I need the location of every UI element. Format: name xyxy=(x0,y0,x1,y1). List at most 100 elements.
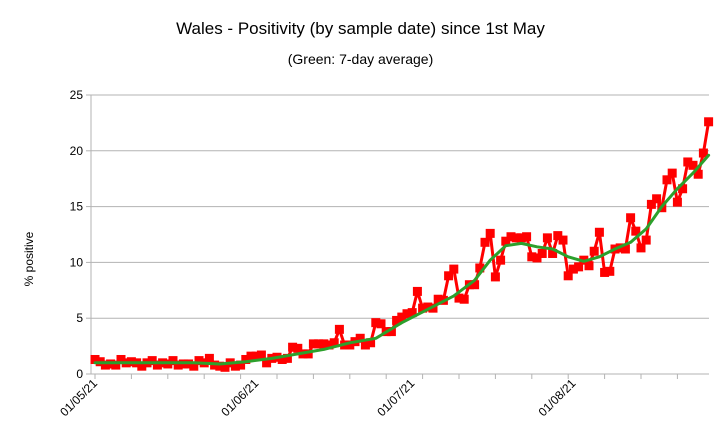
daily-data-point xyxy=(589,246,599,256)
daily-data-point xyxy=(553,231,563,241)
daily-data-point xyxy=(693,169,703,179)
daily-data-point xyxy=(449,264,459,274)
daily-data-point xyxy=(641,235,651,245)
daily-data-point xyxy=(90,354,100,364)
daily-data-point xyxy=(392,315,402,325)
daily-data-point xyxy=(631,226,641,236)
daily-data-point xyxy=(485,228,495,238)
daily-data-point xyxy=(605,266,615,276)
daily-data-point xyxy=(527,252,537,262)
daily-data-point xyxy=(100,360,110,370)
daily-data-point xyxy=(704,117,714,127)
daily-data-point xyxy=(397,312,407,322)
daily-data-point xyxy=(662,175,672,185)
daily-data-point xyxy=(303,349,313,359)
y-tick-label: 25 xyxy=(70,88,84,102)
daily-data-point xyxy=(537,248,547,258)
daily-data-point xyxy=(334,324,344,334)
grid-lines xyxy=(91,94,709,375)
daily-data-point xyxy=(371,318,381,328)
daily-data-point xyxy=(241,354,251,364)
daily-data-point xyxy=(683,157,693,167)
daily-data-point xyxy=(111,360,121,370)
y-tick-label: 20 xyxy=(70,144,84,158)
daily-data-point xyxy=(376,319,386,329)
daily-data-point xyxy=(251,351,261,361)
daily-data-point xyxy=(215,361,225,371)
daily-data-point xyxy=(147,356,157,366)
daily-data-point xyxy=(386,327,396,337)
y-tick-label: 10 xyxy=(70,255,84,269)
daily-data-point xyxy=(308,339,318,349)
daily-data-point xyxy=(480,237,490,247)
daily-data-point xyxy=(319,339,329,349)
daily-data-point xyxy=(558,235,568,245)
daily-data-point xyxy=(236,360,246,370)
daily-data-point xyxy=(688,160,698,170)
daily-data-point xyxy=(282,353,292,363)
daily-data-point xyxy=(168,356,178,366)
daily-data-point xyxy=(194,356,204,366)
daily-data-point xyxy=(542,233,552,243)
chart-title: Wales - Positivity (by sample date) sinc… xyxy=(176,19,545,38)
daily-data-point xyxy=(626,213,636,223)
daily-data-point xyxy=(672,197,682,207)
daily-data-point xyxy=(116,354,126,364)
y-tick-label: 0 xyxy=(76,367,83,381)
daily-data-point xyxy=(548,248,558,258)
daily-data-point xyxy=(189,361,199,371)
daily-data-point xyxy=(563,271,573,281)
daily-data-point xyxy=(532,253,542,263)
daily-data-point xyxy=(667,168,677,178)
daily-data-point xyxy=(470,280,480,290)
daily-data-point xyxy=(288,342,298,352)
daily-data-point xyxy=(407,308,417,318)
x-tick-label: 01/06/21 xyxy=(218,376,261,419)
x-tick-label: 01/05/21 xyxy=(57,376,100,419)
daily-data-point xyxy=(433,294,443,304)
daily-data-point xyxy=(652,194,662,204)
daily-data-point xyxy=(360,340,370,350)
series-group xyxy=(90,117,714,372)
daily-data-point xyxy=(402,309,412,319)
axes xyxy=(86,94,709,379)
daily-data-point xyxy=(293,343,303,353)
daily-data-point xyxy=(412,286,422,296)
daily-data-point xyxy=(329,338,339,348)
daily-data-point xyxy=(444,271,454,281)
daily-data-point xyxy=(324,340,334,350)
daily-data-point xyxy=(490,272,500,282)
daily-data-point xyxy=(584,261,594,271)
daily-data-point xyxy=(246,351,256,361)
daily-data-point xyxy=(173,360,183,370)
daily-data-point xyxy=(277,354,287,364)
daily-data-point xyxy=(620,244,630,254)
daily-data-point xyxy=(152,360,162,370)
daily-data-point xyxy=(522,232,532,242)
daily-data-point xyxy=(355,333,365,343)
daily-data-point xyxy=(568,264,578,274)
daily-data-point xyxy=(137,361,147,371)
daily-data-point xyxy=(418,303,428,313)
chart-subtitle: (Green: 7-day average) xyxy=(287,51,434,67)
y-tick-label: 15 xyxy=(70,200,84,214)
daily-data-point xyxy=(511,233,521,243)
daily-data-point xyxy=(678,184,688,194)
daily-data-point xyxy=(475,263,485,273)
daily-data-point xyxy=(496,255,506,265)
daily-data-point xyxy=(423,302,433,312)
daily-data-point xyxy=(230,361,240,371)
daily-data-point xyxy=(454,293,464,303)
y-tick-label: 5 xyxy=(76,311,83,325)
daily-data-point xyxy=(204,353,214,363)
daily-data-point xyxy=(501,236,511,246)
daily-data-point xyxy=(314,339,324,349)
daily-data-point xyxy=(366,338,376,348)
tick-labels: 0 5 10 15 20 25 01/05/21 01/06/21 01/07/21 01/08/… xyxy=(57,88,579,419)
daily-data-point xyxy=(594,227,604,237)
daily-data-point xyxy=(516,233,526,243)
daily-data-point xyxy=(506,232,516,242)
daily-data-point xyxy=(646,199,656,209)
daily-data-point xyxy=(636,243,646,253)
